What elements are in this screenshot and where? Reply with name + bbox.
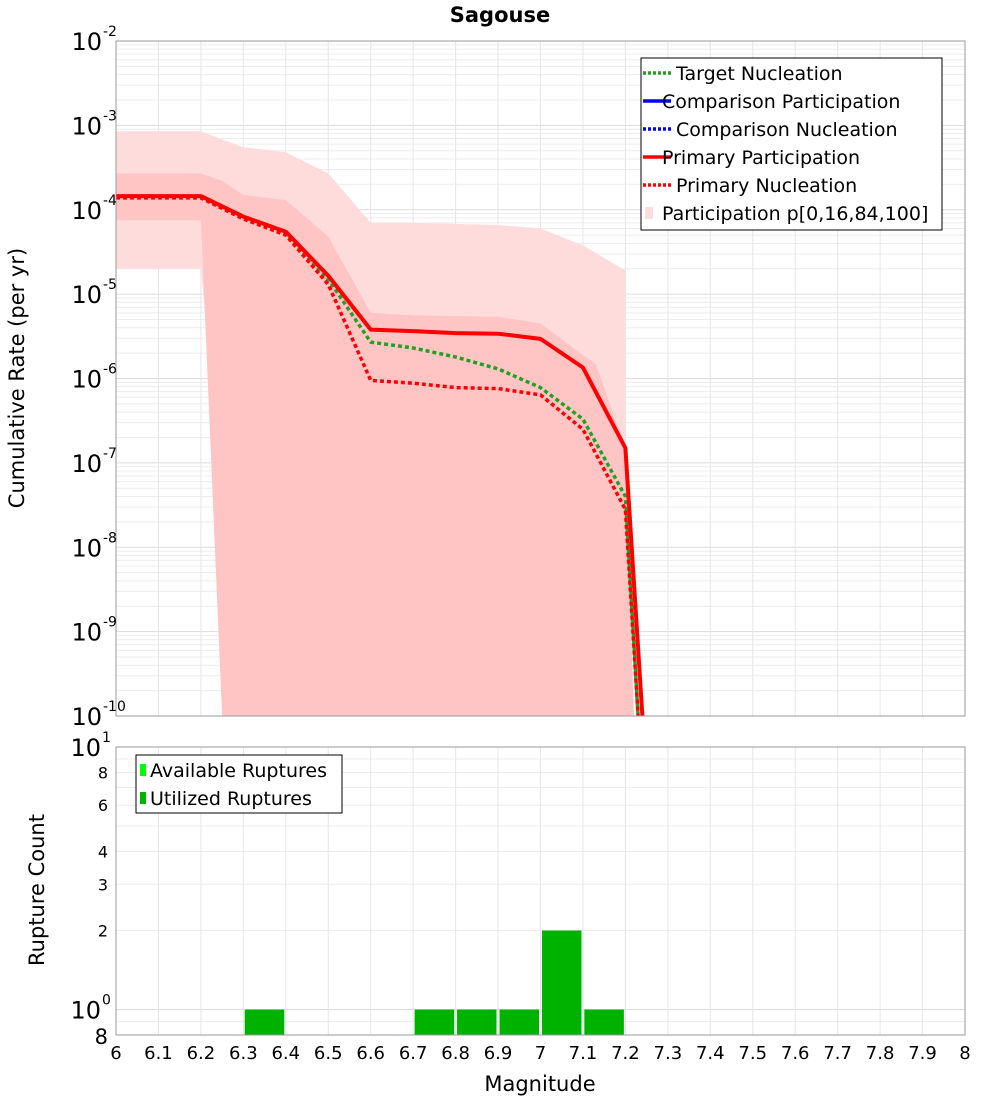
y-tick-exponent: -7 xyxy=(103,446,117,462)
x-tick-label: 6.2 xyxy=(187,1043,216,1064)
legend: Available Ruptures Utilized Ruptures xyxy=(135,754,343,814)
band-p16-p84 xyxy=(116,173,634,716)
legend-label: Comparison Participation xyxy=(662,91,900,113)
bar-utilized-ruptures xyxy=(499,1009,539,1035)
legend-label: Available Ruptures xyxy=(150,760,327,782)
y-tick-label: 10 xyxy=(71,112,102,140)
x-tick-label: 7.7 xyxy=(823,1043,852,1064)
legend: Target Nucleation Comparison Participatio… xyxy=(640,57,943,231)
legend-label: Participation p[0,16,84,100] xyxy=(662,203,928,225)
x-tick-label: 7.9 xyxy=(908,1043,937,1064)
y-tick-exponent: -9 xyxy=(103,615,117,631)
y-tick-label: 3 xyxy=(98,875,108,894)
plot-frame xyxy=(115,746,966,1036)
x-tick-label: 6 xyxy=(110,1043,121,1064)
y-tick-label: 10 xyxy=(71,28,102,56)
x-tick-label: 6.3 xyxy=(229,1043,258,1064)
legend-label: Utilized Ruptures xyxy=(150,788,312,810)
legend-label: Primary Nucleation xyxy=(676,175,857,197)
y-tick-exponent: -4 xyxy=(103,193,117,209)
bar-utilized-ruptures xyxy=(414,1009,455,1035)
x-tick-label: 6.4 xyxy=(271,1043,300,1064)
y-tick-label: 10 xyxy=(71,281,102,309)
x-tick-label: 8 xyxy=(959,1043,970,1064)
bar-utilized-ruptures xyxy=(457,1009,497,1035)
y-tick-label: 2 xyxy=(98,922,108,941)
bar-utilized-ruptures xyxy=(244,1009,285,1035)
x-tick-label: 6.6 xyxy=(356,1043,385,1064)
legend-label: Comparison Nucleation xyxy=(676,119,898,141)
y-tick-label: 10 xyxy=(70,997,101,1025)
legend-box xyxy=(640,57,943,231)
x-tick-label: 7.5 xyxy=(738,1043,767,1064)
y-tick-label: 4 xyxy=(98,842,108,861)
x-axis-label: Magnitude xyxy=(484,1072,595,1096)
legend-label: Primary Participation xyxy=(662,147,860,169)
bar-utilized-ruptures xyxy=(584,1009,624,1035)
bottom-y-axis-label: Rupture Count xyxy=(25,814,49,966)
y-tick-exponent: -8 xyxy=(103,530,117,546)
x-tick-label: 7.2 xyxy=(611,1043,640,1064)
y-tick-exponent: -10 xyxy=(103,699,126,715)
y-tick-label: 6 xyxy=(98,796,108,815)
x-tick-label: 6.1 xyxy=(144,1043,173,1064)
x-tick-label: 6.8 xyxy=(441,1043,470,1064)
legend-swatch xyxy=(140,792,146,804)
y-tick-exponent: -3 xyxy=(103,108,117,124)
x-tick-label: 7.6 xyxy=(781,1043,810,1064)
legend-swatch xyxy=(140,764,146,776)
legend-box xyxy=(135,754,343,814)
chart-title: Sagouse xyxy=(450,3,550,27)
series-line-target-nucleation xyxy=(116,195,640,716)
bar-utilized-ruptures xyxy=(542,930,582,1035)
y-tick-label: 10 xyxy=(71,703,102,731)
x-tick-label: 7 xyxy=(535,1043,546,1064)
plot-frame xyxy=(115,40,966,717)
y-tick-label: 10 xyxy=(71,450,102,478)
y-tick-label: 8 xyxy=(95,1025,108,1049)
x-tick-label: 6.7 xyxy=(399,1043,428,1064)
legend-swatch xyxy=(645,207,653,219)
y-tick-label: 8 xyxy=(98,763,108,782)
x-tick-label: 7.4 xyxy=(696,1043,725,1064)
x-tick-label: 7.1 xyxy=(569,1043,598,1064)
y-tick-label: 10 xyxy=(71,534,102,562)
y-tick-label: 10 xyxy=(71,619,102,647)
x-tick-label: 6.5 xyxy=(314,1043,343,1064)
y-tick-exponent: -6 xyxy=(103,362,117,378)
x-tick-label: 7.3 xyxy=(654,1043,683,1064)
top-y-axis-label: Cumulative Rate (per yr) xyxy=(5,248,29,508)
y-tick-label: 10 xyxy=(71,366,102,394)
x-tick-label: 6.9 xyxy=(484,1043,513,1064)
y-tick-exponent: 1 xyxy=(102,730,111,746)
y-tick-label: 10 xyxy=(70,734,101,762)
y-tick-label: 10 xyxy=(71,197,102,225)
y-tick-exponent: -5 xyxy=(103,277,117,293)
x-tick-label: 7.8 xyxy=(866,1043,895,1064)
legend-label: Target Nucleation xyxy=(675,63,843,85)
y-tick-exponent: 0 xyxy=(102,993,111,1009)
y-tick-exponent: -2 xyxy=(103,24,117,40)
series-line-primary-participation xyxy=(116,194,645,716)
